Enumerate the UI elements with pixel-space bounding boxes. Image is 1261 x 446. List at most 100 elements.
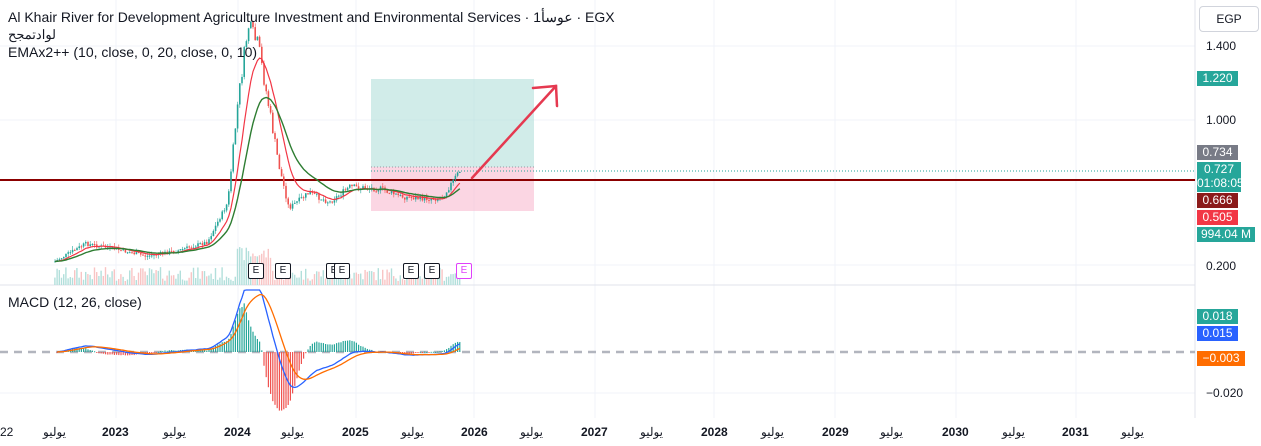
time-tick: 2026: [461, 425, 488, 439]
histogram-bar: [107, 352, 109, 355]
currency-button[interactable]: EGP: [1199, 6, 1259, 32]
volume-bar: [373, 272, 375, 285]
histogram-bar: [85, 348, 87, 352]
symbol-title[interactable]: Al Khair River for Development Agricultu…: [8, 9, 615, 25]
volume-bar: [140, 268, 142, 285]
volume-bar: [60, 277, 63, 285]
histogram-bar: [283, 352, 285, 410]
volume-bar: [296, 277, 298, 285]
volume-bar: [375, 280, 377, 285]
histogram-bar: [87, 349, 89, 352]
histogram-bar: [116, 352, 118, 355]
volume-bar: [102, 275, 104, 285]
volume-bar: [368, 270, 371, 285]
volume-bar: [137, 272, 140, 285]
histogram-bar: [102, 352, 104, 354]
volume-bar: [96, 272, 98, 285]
histogram-bar: [122, 352, 124, 355]
volume-bar: [384, 279, 386, 285]
volume-bar: [212, 279, 214, 285]
last-price-badge: 0.727 01:08:05: [1197, 162, 1244, 192]
histogram-bar: [162, 350, 164, 352]
volume-bar: [131, 267, 133, 285]
volume-bar: [302, 279, 305, 285]
histogram-bar: [454, 342, 456, 352]
volume-bar: [241, 248, 243, 285]
ema-indicator-label[interactable]: EMAx2++ (10, close, 0, 20, close, 0, 10): [8, 44, 258, 60]
earnings-event-icon[interactable]: E: [403, 263, 419, 279]
volume-bar: [223, 280, 225, 285]
histogram-bar: [435, 351, 437, 353]
histogram-bar: [294, 352, 296, 386]
earnings-event-icon[interactable]: E: [334, 263, 350, 279]
volume-bar: [265, 257, 267, 285]
time-tick: 2031: [1062, 425, 1089, 439]
volume-bar: [74, 270, 76, 285]
volume-bar: [364, 269, 366, 285]
countdown: 01:08:05: [1197, 176, 1244, 190]
volume-bar: [274, 280, 276, 285]
time-tick: يوليو: [1121, 425, 1145, 439]
earnings-event-icon[interactable]: E: [248, 263, 264, 279]
volume-bar: [166, 275, 168, 285]
histogram-bar: [311, 343, 313, 352]
volume-bar: [390, 268, 393, 285]
time-tick: 2027: [581, 425, 608, 439]
histogram-bar: [56, 352, 58, 353]
histogram-bar: [369, 349, 371, 352]
histogram-bar: [80, 348, 82, 352]
histogram-bar: [149, 352, 151, 354]
profit-zone[interactable]: [371, 79, 534, 167]
volume-bar: [311, 279, 313, 285]
histogram-bar: [210, 349, 212, 352]
volume-bar: [214, 268, 217, 285]
histogram-bar: [333, 344, 335, 352]
time-tick: 2023: [102, 425, 129, 439]
volume-bar: [148, 268, 151, 285]
earnings-event-icon[interactable]: E: [424, 263, 440, 279]
histogram-bar: [204, 350, 206, 352]
volume-bar: [353, 272, 355, 285]
volume-bar: [159, 267, 162, 285]
volume-bar: [135, 280, 137, 285]
volume-bar: [104, 267, 107, 285]
time-tick: يوليو: [1002, 425, 1026, 439]
volume-bar: [201, 271, 203, 285]
histogram-bar: [94, 351, 96, 353]
volume-bar: [331, 276, 333, 285]
volume-bar: [100, 270, 102, 285]
volume-bar: [175, 278, 177, 285]
volume-bar: [379, 279, 382, 285]
volume-bar: [206, 276, 208, 285]
volume-bar: [144, 271, 146, 285]
earnings-event-icon[interactable]: E: [456, 263, 472, 279]
volume-bar: [184, 280, 186, 285]
volume-bar: [195, 278, 197, 285]
histogram-bar: [259, 341, 261, 352]
time-tick: 2029: [822, 425, 849, 439]
volume-bar: [107, 274, 109, 285]
volume-bar: [85, 271, 87, 285]
histogram-bar: [83, 348, 85, 352]
volume-bar: [87, 274, 89, 285]
earnings-event-icon[interactable]: E: [275, 263, 291, 279]
volume-bar: [267, 248, 269, 285]
trend-arrow[interactable]: [470, 84, 559, 180]
volume-bar: [285, 277, 287, 285]
last-price: 0.727: [1203, 162, 1235, 176]
histogram-bar: [439, 351, 441, 353]
macd-indicator-label[interactable]: MACD (12, 26, close): [8, 294, 142, 310]
loss-zone[interactable]: [371, 167, 534, 211]
histogram-bar: [221, 342, 223, 352]
histogram-bar: [219, 343, 221, 352]
volume-bar: [219, 277, 221, 285]
histogram-bar: [448, 347, 450, 352]
volume-bar: [377, 268, 379, 285]
volume-bar: [291, 272, 294, 285]
histogram-bar: [265, 352, 267, 378]
histogram-bar: [206, 350, 208, 352]
volume-bar: [234, 276, 236, 285]
target-price-badge: 1.220: [1197, 71, 1238, 86]
histogram-bar: [91, 350, 93, 352]
